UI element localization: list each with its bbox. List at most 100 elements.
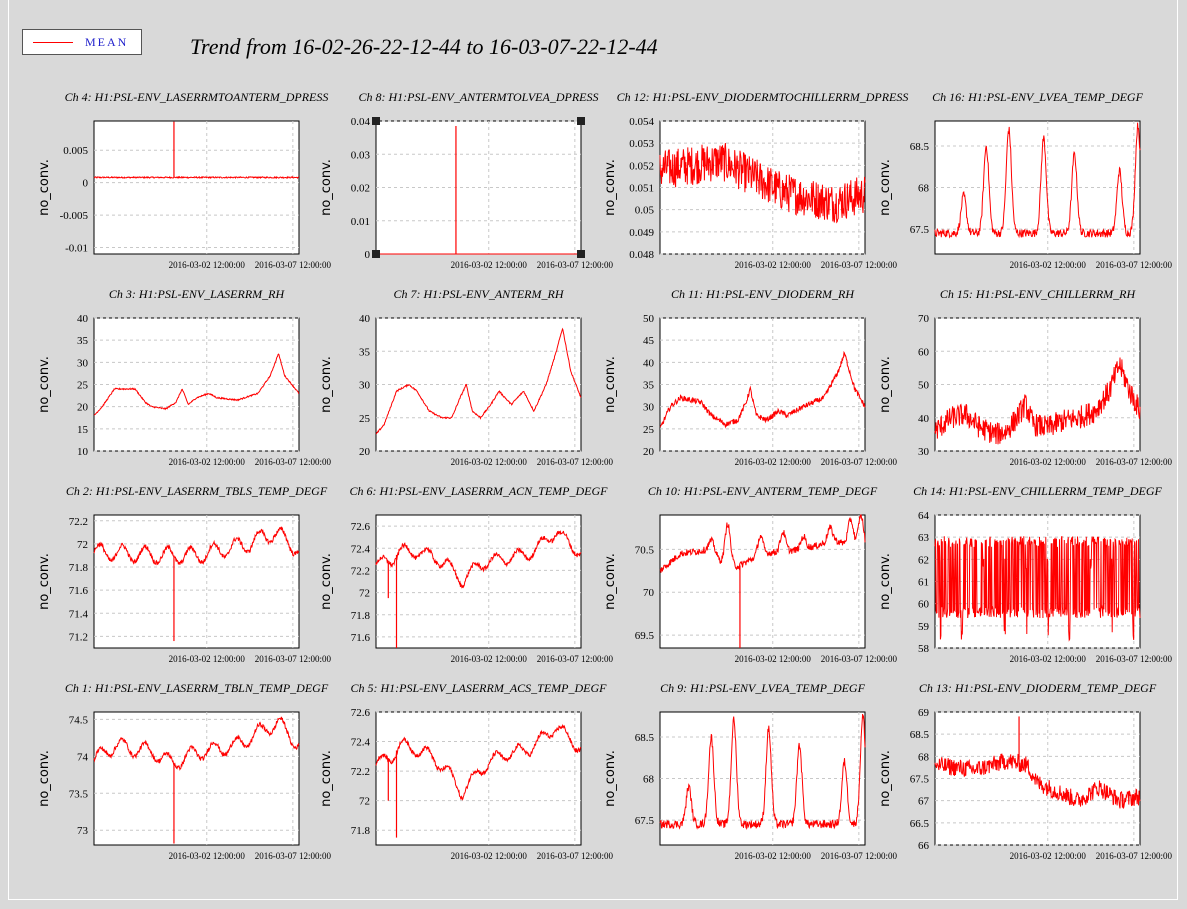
y-tick-label: 45 bbox=[643, 335, 655, 347]
selection-handle[interactable] bbox=[372, 117, 380, 125]
series-line bbox=[375, 529, 582, 589]
x-tick-label: 2016-03-07 12:00:00 bbox=[537, 457, 614, 467]
y-tick-label: 40 bbox=[643, 357, 655, 369]
plot-title: Ch 7: H1:PSL-ENV_ANTERM_RH bbox=[394, 287, 565, 301]
y-axis-label: no_conv. bbox=[319, 356, 334, 413]
plot-title: Ch 3: H1:PSL-ENV_LASERRM_RH bbox=[109, 287, 286, 301]
y-tick-label: 68.5 bbox=[635, 732, 655, 744]
y-tick-label: 71.2 bbox=[69, 631, 88, 643]
series-line bbox=[659, 514, 866, 573]
y-tick-label: 15 bbox=[77, 424, 89, 436]
y-axis-label: no_conv. bbox=[37, 356, 52, 413]
frame-bottom-border bbox=[8, 899, 1178, 900]
series-line bbox=[659, 713, 866, 830]
series-line bbox=[934, 535, 1141, 642]
y-tick-label: 71.6 bbox=[351, 632, 371, 644]
y-tick-label: 62 bbox=[918, 554, 929, 566]
series-line bbox=[934, 357, 1141, 445]
y-tick-label: 0.03 bbox=[351, 149, 371, 161]
y-axis-label: no_conv. bbox=[319, 159, 334, 216]
plot-7: Ch 11: H1:PSL-ENV_DIODERM_RH 50 45 40 35 30 25… bbox=[603, 287, 897, 467]
x-tick-label: 2016-03-07 12:00:00 bbox=[1096, 457, 1173, 467]
plot-title: Ch 11: H1:PSL-ENV_DIODERM_RH bbox=[671, 287, 855, 301]
y-tick-label: 30 bbox=[77, 357, 89, 369]
y-tick-label: 72.2 bbox=[69, 516, 88, 528]
x-tick-label: 2016-03-07 12:00:00 bbox=[1096, 260, 1173, 270]
y-tick-label: 30 bbox=[643, 402, 655, 414]
x-tick-label: 2016-03-02 12:00:00 bbox=[1010, 851, 1087, 861]
y-tick-label: 0.01 bbox=[351, 216, 370, 228]
selection-handle[interactable] bbox=[372, 250, 380, 258]
plot-14: Ch 5: H1:PSL-ENV_LASERRM_ACS_TEMP_DEGF 72… bbox=[319, 681, 613, 861]
y-tick-label: 70.5 bbox=[635, 544, 655, 556]
y-tick-label: 67 bbox=[918, 796, 930, 808]
plot-title: Ch 10: H1:PSL-ENV_ANTERM_TEMP_DEGF bbox=[648, 484, 878, 498]
plot-area bbox=[93, 120, 300, 255]
y-axis-label: no_conv. bbox=[603, 356, 618, 413]
y-axis-label: no_conv. bbox=[878, 356, 893, 413]
y-tick-label: 68.5 bbox=[910, 141, 930, 153]
y-tick-label: 0.005 bbox=[63, 145, 88, 157]
y-tick-label: 40 bbox=[918, 413, 930, 425]
plot-title: Ch 15: H1:PSL-ENV_CHILLERRM_RH bbox=[940, 287, 1137, 301]
y-tick-label: 72 bbox=[77, 539, 88, 551]
y-tick-label: 30 bbox=[918, 446, 930, 458]
legend-label: MEAN bbox=[85, 35, 129, 49]
selection-handle[interactable] bbox=[577, 250, 585, 258]
x-tick-label: 2016-03-07 12:00:00 bbox=[255, 260, 332, 270]
x-tick-label: 2016-03-02 12:00:00 bbox=[735, 457, 812, 467]
series-line bbox=[93, 716, 300, 771]
y-tick-label: 72.2 bbox=[351, 766, 370, 778]
y-axis-label: no_conv. bbox=[37, 750, 52, 807]
x-tick-label: 2016-03-07 12:00:00 bbox=[255, 654, 332, 664]
plot-13: Ch 1: H1:PSL-ENV_LASERRM_TBLN_TEMP_DEGF 7… bbox=[37, 681, 331, 861]
y-axis-label: no_conv. bbox=[603, 750, 618, 807]
plot-area bbox=[93, 514, 300, 649]
plot-title: Ch 5: H1:PSL-ENV_LASERRM_ACS_TEMP_DEGF bbox=[351, 681, 608, 695]
plot-8: Ch 15: H1:PSL-ENV_CHILLERRM_RH 70 60 50 40 30… bbox=[878, 287, 1172, 467]
y-tick-label: 73 bbox=[77, 825, 89, 837]
plot-title: Ch 6: H1:PSL-ENV_LASERRM_ACN_TEMP_DEGF bbox=[350, 484, 609, 498]
y-tick-label: 35 bbox=[77, 335, 89, 347]
y-tick-label: 25 bbox=[643, 424, 655, 436]
x-tick-label: 2016-03-02 12:00:00 bbox=[451, 654, 528, 664]
plot-title: Ch 14: H1:PSL-ENV_CHILLERRM_TEMP_DEGF bbox=[913, 484, 1162, 498]
y-tick-label: 72 bbox=[359, 796, 370, 808]
y-tick-label: 71.6 bbox=[69, 585, 89, 597]
y-tick-label: 71.8 bbox=[351, 610, 371, 622]
y-tick-label: 35 bbox=[359, 346, 371, 358]
y-tick-label: 68.5 bbox=[910, 729, 930, 741]
y-tick-label: 67.5 bbox=[635, 815, 655, 827]
y-tick-label: 71.8 bbox=[351, 825, 371, 837]
y-tick-label: 66.5 bbox=[910, 818, 930, 830]
selection-handle[interactable] bbox=[577, 117, 585, 125]
y-tick-label: 59 bbox=[918, 621, 930, 633]
y-tick-label: 20 bbox=[359, 446, 371, 458]
y-tick-label: 70 bbox=[918, 313, 930, 325]
y-tick-label: 67.5 bbox=[910, 224, 930, 236]
y-axis-label: no_conv. bbox=[878, 750, 893, 807]
x-tick-label: 2016-03-07 12:00:00 bbox=[255, 457, 332, 467]
y-tick-label: 10 bbox=[77, 446, 89, 458]
plot-area bbox=[375, 514, 582, 649]
plot-title: Ch 13: H1:PSL-ENV_DIODERM_TEMP_DEGF bbox=[919, 681, 1157, 695]
y-tick-label: 50 bbox=[918, 380, 930, 392]
x-tick-label: 2016-03-02 12:00:00 bbox=[735, 260, 812, 270]
x-tick-label: 2016-03-02 12:00:00 bbox=[451, 851, 528, 861]
x-tick-label: 2016-03-07 12:00:00 bbox=[821, 457, 898, 467]
x-tick-label: 2016-03-02 12:00:00 bbox=[1010, 260, 1087, 270]
x-tick-label: 2016-03-02 12:00:00 bbox=[1010, 654, 1087, 664]
plot-12: Ch 14: H1:PSL-ENV_CHILLERRM_TEMP_DEGF 64 6… bbox=[878, 484, 1172, 664]
series-line bbox=[934, 753, 1141, 809]
y-tick-label: 0 bbox=[365, 249, 371, 261]
y-tick-label: 72 bbox=[359, 588, 370, 600]
y-axis-label: no_conv. bbox=[603, 159, 618, 216]
plot-6: Ch 7: H1:PSL-ENV_ANTERM_RH 40 35 30 25 20 2016… bbox=[319, 287, 613, 467]
y-tick-label: 35 bbox=[643, 380, 655, 392]
series-line bbox=[93, 353, 299, 416]
y-axis-label: no_conv. bbox=[37, 553, 52, 610]
x-tick-label: 2016-03-02 12:00:00 bbox=[735, 654, 812, 664]
plot-11: Ch 10: H1:PSL-ENV_ANTERM_TEMP_DEGF 70.5 70… bbox=[603, 484, 897, 664]
